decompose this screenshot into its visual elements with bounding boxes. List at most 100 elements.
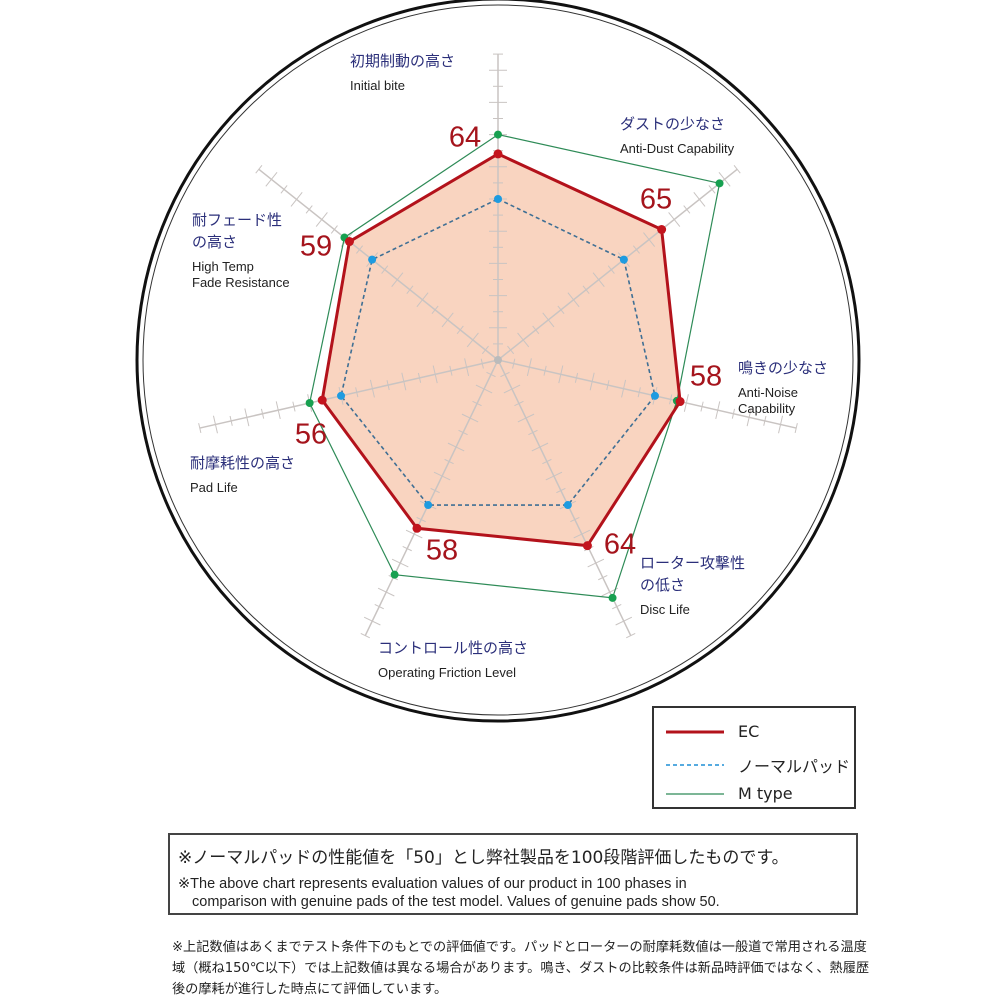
axis-tick [532, 325, 540, 335]
axis-tick [391, 558, 409, 568]
axis-tick [531, 442, 549, 452]
axis-tick [229, 415, 233, 426]
axis-tick [369, 379, 375, 398]
data-point [657, 225, 667, 235]
axis-tick [330, 225, 338, 234]
axis-tick [447, 442, 465, 452]
axis-tick [466, 332, 479, 348]
axis-line [497, 168, 738, 361]
axis-tick [244, 408, 250, 427]
axis-tick [391, 272, 404, 288]
axis-tick [386, 380, 390, 391]
axis-tick [598, 574, 608, 581]
axis-label-en: Capability [738, 401, 796, 416]
axis-tick [683, 205, 691, 214]
data-point [368, 255, 377, 264]
axis-tick [573, 529, 591, 539]
axis-tick [668, 212, 681, 227]
note-box: ※ノーマルパッドの性能値を「50」とし弊社製品を100段階評価したものです。 ※… [168, 833, 858, 915]
axis-tick [528, 429, 538, 436]
axis-label-en: Pad Life [190, 480, 238, 495]
axis-label-jp: ローター攻撃性 [640, 554, 746, 572]
axis-tick [507, 345, 515, 355]
axis-tick [456, 325, 464, 335]
data-point [619, 255, 628, 264]
axis-tick [592, 272, 605, 288]
axis-label-jp: 鳴きの少なさ [738, 359, 829, 377]
data-point [608, 593, 617, 602]
data-point [650, 391, 659, 400]
axis-tick [733, 165, 741, 174]
axis-tick [430, 487, 440, 494]
data-point [675, 397, 685, 407]
axis-tick [433, 471, 451, 481]
axis-tick [275, 401, 281, 420]
axis-tick [637, 387, 641, 398]
series-line-1 [340, 198, 656, 506]
axis-tick [587, 558, 605, 568]
axis-tick [542, 458, 552, 465]
axis-tick [582, 285, 590, 294]
axis-tick [381, 265, 389, 274]
ec-value-label: 64 [448, 121, 482, 154]
axis-tick [542, 312, 555, 328]
axis-tick [794, 423, 798, 434]
axis-tick [526, 358, 532, 377]
data-point [494, 195, 502, 203]
axis-tick [543, 365, 547, 376]
axis-tick [402, 545, 412, 552]
axis-tick [444, 458, 454, 465]
axis-tick [606, 380, 610, 391]
axis-tick [612, 603, 622, 610]
axis-tick [441, 312, 454, 328]
axis-label-jp: コントロール性の高さ [378, 639, 529, 657]
legend: EC ノーマルパッド M type [652, 706, 856, 809]
axis-line [258, 168, 499, 361]
axis-tick [280, 185, 288, 194]
axis-tick [626, 632, 636, 639]
axis-label-jp: ダストの少なさ [620, 115, 726, 133]
axis-label-jp: の高さ [192, 233, 238, 251]
axis-tick [708, 185, 716, 194]
legend-swatch-ec [666, 730, 724, 733]
ec-value-label: 59 [299, 230, 333, 263]
axis-tick [500, 371, 510, 378]
axis-tick [363, 616, 381, 626]
axis-tick [570, 516, 580, 523]
legend-swatch-mtype [666, 792, 724, 795]
ec-value-label: 64 [603, 528, 637, 561]
axis-line [199, 359, 499, 429]
axis-tick [503, 384, 521, 394]
ec-value-label: 58 [689, 360, 723, 393]
axis-tick [514, 400, 524, 407]
axis-tick [449, 365, 453, 376]
axis-tick [615, 616, 633, 626]
axis-tick [715, 401, 721, 420]
axis-line [364, 359, 499, 636]
axis-label-jp: 耐摩耗性の高さ [190, 454, 296, 472]
data-point [494, 130, 502, 139]
axis-label-jp: 初期制動の高さ [350, 52, 456, 70]
axis-label-en: Fade Resistance [192, 275, 290, 290]
axis-label-en: Disc Life [640, 602, 690, 617]
axis-tick [517, 332, 530, 348]
data-point [344, 237, 354, 247]
axis-tick [355, 387, 359, 398]
legend-item-ec: EC [666, 722, 759, 741]
footer-note: ※上記数値はあくまでテスト条件下のもとでの評価値です。パッドとローターの耐摩耗数… [172, 940, 870, 998]
data-point [424, 501, 433, 510]
axis-tick [431, 305, 439, 315]
data-point [715, 179, 724, 188]
axis-tick [567, 292, 580, 308]
legend-swatch-normal [666, 764, 724, 766]
axis-tick [669, 394, 673, 405]
ec-value-label: 58 [425, 534, 459, 567]
legend-label: M type [738, 784, 793, 803]
axis-tick [607, 265, 615, 274]
axis-tick [480, 358, 484, 369]
axis-label-jp: 耐フェード性 [192, 211, 283, 229]
data-point [563, 501, 572, 510]
axis-tick [718, 171, 731, 187]
